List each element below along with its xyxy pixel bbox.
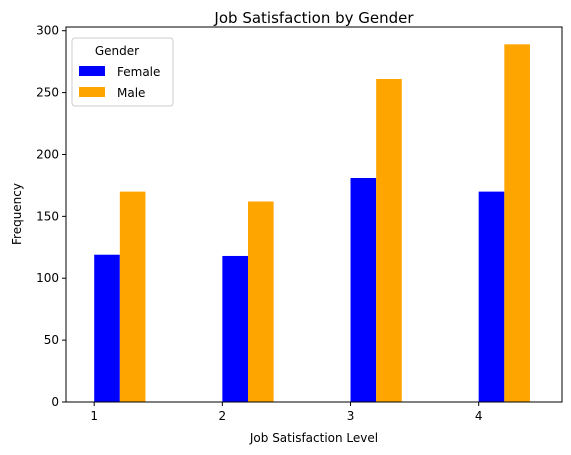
bar-male-2	[247, 201, 274, 402]
legend-label-male: Male	[117, 86, 145, 100]
bar-female-3	[350, 177, 377, 402]
legend-title: Gender	[95, 44, 139, 58]
bar-female-1	[94, 254, 120, 402]
y-tick-label: 50	[44, 333, 59, 347]
y-tick-label: 100	[36, 271, 59, 285]
bar-female-4	[478, 191, 505, 402]
legend: Gender Female Male	[71, 37, 174, 107]
y-tick-label: 300	[36, 24, 59, 38]
x-axis-label: Job Satisfaction Level	[249, 431, 378, 445]
bar-female-2	[222, 255, 248, 402]
plot-frame	[65, 26, 563, 403]
bars-layer	[94, 44, 530, 403]
legend-label-female: Female	[117, 65, 160, 79]
legend-swatch-female	[79, 66, 105, 76]
x-tick-label: 2	[219, 409, 227, 423]
y-tick-label: 150	[36, 209, 59, 223]
y-tick-label: 200	[36, 147, 59, 161]
y-axis-label: Frequency	[10, 183, 24, 245]
x-tick-label: 1	[90, 409, 98, 423]
bar-male-3	[376, 78, 402, 403]
x-tick-label: 3	[347, 409, 355, 423]
x-axis: 1 2 3 4	[90, 402, 483, 423]
x-tick-label: 4	[475, 409, 483, 423]
chart-title: Job Satisfaction by Gender	[213, 9, 414, 27]
y-tick-label: 250	[36, 86, 59, 100]
bar-male-1	[119, 191, 146, 402]
legend-swatch-male	[79, 87, 105, 97]
bar-male-4	[504, 44, 530, 403]
legend-items: Female Male	[79, 65, 160, 100]
y-axis: 0 50 100 150 200 250 300	[36, 24, 66, 409]
y-tick-label: 0	[51, 395, 59, 409]
